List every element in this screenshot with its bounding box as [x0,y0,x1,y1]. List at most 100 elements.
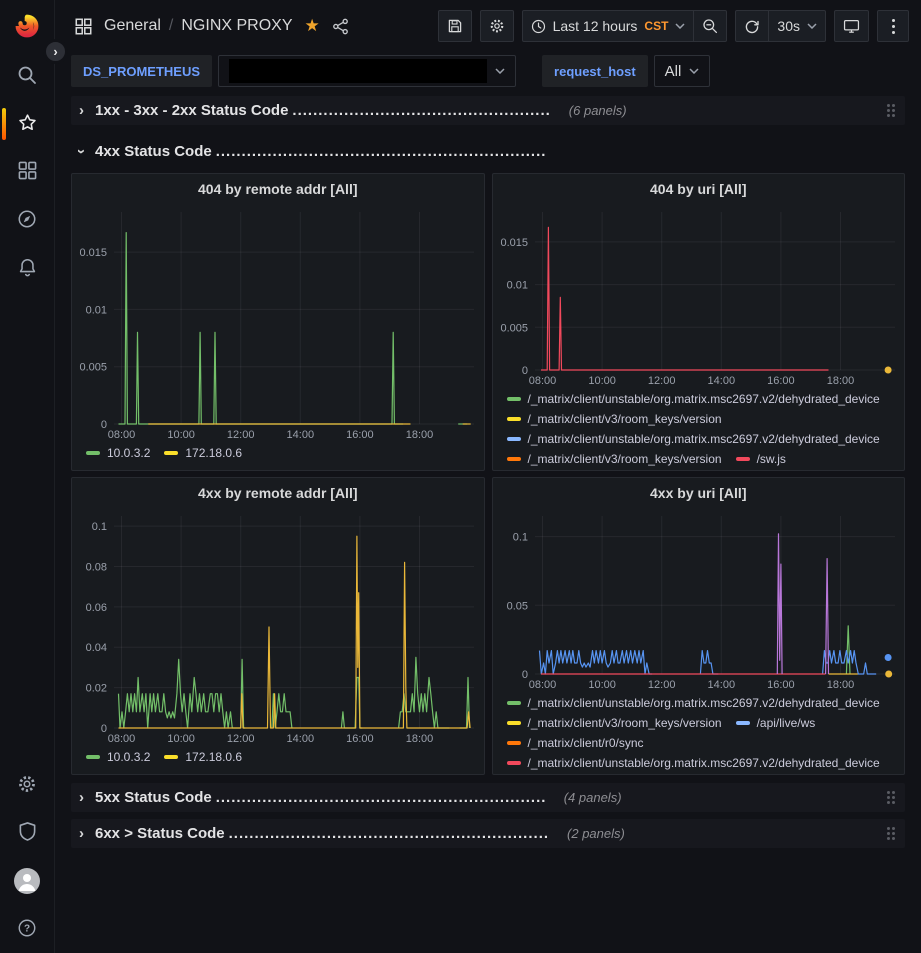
chart-404-by-remote-addr[interactable]: 08:00 10:00 12:00 14:00 16:00 18:00 0 0.005 0.01… [72,204,484,444]
share-icon[interactable] [328,14,353,39]
svg-text:0: 0 [101,419,107,431]
chart-404-by-uri[interactable]: 08:00 10:00 12:00 14:00 16:00 18:00 0 0.005 0.01… [493,204,905,390]
row-drag-handle[interactable] [885,102,897,119]
sidebar-item-search[interactable] [0,52,54,100]
legend-item[interactable]: /_matrix/client/r0/sync [506,736,644,750]
favorite-star-icon[interactable]: ★ [304,16,320,35]
grafana-logo[interactable] [0,0,54,52]
panel-title[interactable]: 4xx by uri [All] [650,485,747,501]
svg-text:08:00: 08:00 [528,679,556,691]
dashboard-settings-button[interactable] [479,10,514,42]
row-panel-count: (4 panels) [563,790,622,805]
sidebar-item-server-admin[interactable] [0,809,54,857]
svg-text:0.005: 0.005 [79,362,107,374]
sidebar-expand-button[interactable]: › [43,39,68,64]
refresh-icon [746,20,760,34]
panel-legend: /_matrix/client/unstable/org.matrix.msc2… [493,390,905,470]
legend-series-label: /_matrix/client/v3/room_keys/version [527,716,722,730]
panel-404-by-uri: 404 by uri [All] 08:00 10:00 12:00 14:00 16:… [491,173,905,471]
svg-text:18:00: 18:00 [826,679,854,691]
zoom-out-time-button[interactable] [694,10,728,42]
legend-item[interactable]: /_matrix/client/unstable/org.matrix.msc2… [506,432,880,446]
legend-item[interactable]: /_matrix/client/v3/room_keys/version [506,716,722,730]
svg-text:0.04: 0.04 [86,642,107,654]
row-6xx[interactable]: › 6xx > Status Code ....................… [71,819,905,848]
row-title-dots: ........................................… [215,789,546,806]
bell-icon [18,257,37,280]
refresh-interval-picker[interactable]: 30s [769,10,826,42]
variable-label-request-host[interactable]: request_host [542,55,648,87]
row-title-dots: ........................................… [292,102,551,119]
sidebar-item-help[interactable]: ? [0,905,54,953]
refresh-button[interactable] [735,10,770,42]
panel-title[interactable]: 404 by remote addr [All] [198,181,358,197]
legend-item[interactable]: 10.0.3.2 [86,750,150,764]
legend-series-label: /_matrix/client/unstable/org.matrix.msc2… [527,432,880,446]
svg-text:0.1: 0.1 [92,521,107,533]
sidebar-item-alerting[interactable] [0,244,54,292]
tv-mode-button[interactable] [834,10,869,42]
svg-text:14:00: 14:00 [287,733,315,745]
legend-series-label: 172.18.0.6 [185,446,243,460]
row-1xx-3xx-2xx[interactable]: › 1xx - 3xx - 2xx Status Code ..........… [71,96,905,125]
sidebar-item-profile[interactable] [0,857,54,905]
legend-series-label: /_matrix/client/v3/room_keys/version [527,412,722,426]
user-avatar [14,868,40,894]
breadcrumb-folder[interactable]: General [104,17,161,34]
legend-item[interactable]: /_matrix/client/v3/room_keys/version [506,412,722,426]
row-drag-handle[interactable] [885,789,897,806]
chevron-down-icon [495,68,505,74]
svg-text:12:00: 12:00 [647,679,675,691]
chart-4xx-by-remote-addr[interactable]: 08:00 10:00 12:00 14:00 16:00 18:00 0 0.02 0.04 0… [72,508,484,748]
save-floppy-icon [448,19,461,33]
legend-item[interactable]: /sw.js [735,452,786,466]
legend-series-color [164,451,179,455]
sidebar-item-dashboards[interactable] [0,148,54,196]
header-toolbar: Last 12 hours CST 30s [437,10,909,42]
panel-title[interactable]: 404 by uri [All] [650,181,747,197]
variable-value-request-host[interactable]: All [653,55,711,87]
legend-item[interactable]: /_matrix/client/unstable/org.matrix.msc2… [506,392,880,406]
row-title-dots: ........................................… [228,825,550,842]
row-4xx[interactable]: › 4xx Status Code ......................… [71,137,905,166]
svg-text:12:00: 12:00 [227,429,255,441]
legend-series-label: /api/live/ws [756,716,816,730]
variable-label-ds-prometheus[interactable]: DS_PROMETHEUS [71,55,213,87]
legend-item[interactable]: /_matrix/client/unstable/org.matrix.msc2… [506,696,880,710]
panel-legend: /_matrix/client/unstable/org.matrix.msc2… [493,694,905,774]
kebab-icon [891,18,895,34]
legend-series-label: /_matrix/client/unstable/org.matrix.msc2… [527,756,880,770]
row-title: 1xx - 3xx - 2xx Status Code [95,102,289,119]
legend-item[interactable]: /_matrix/client/unstable/org.matrix.msc2… [506,756,880,770]
legend-item[interactable]: 172.18.0.6 [164,446,242,460]
svg-text:14:00: 14:00 [287,429,315,441]
legend-item[interactable]: 10.0.3.2 [86,446,150,460]
legend-series-label: 172.18.0.6 [185,750,243,764]
legend-item[interactable]: /_matrix/client/v3/room_keys/version [506,452,722,466]
legend-item[interactable]: /api/live/ws [735,716,816,730]
panel-title[interactable]: 4xx by remote addr [All] [198,485,358,501]
more-options-kebab-button[interactable] [877,10,909,42]
row-drag-handle[interactable] [885,825,897,842]
sidebar-item-starred[interactable] [0,100,54,148]
svg-text:10:00: 10:00 [167,733,195,745]
time-range-picker[interactable]: Last 12 hours CST [521,10,695,42]
monitor-icon [843,19,860,33]
svg-text:08:00: 08:00 [108,429,136,441]
dashboard-title[interactable]: NGINX PROXY [181,17,293,34]
sidebar-item-configuration[interactable] [0,761,54,809]
row-5xx[interactable]: › 5xx Status Code ......................… [71,783,905,812]
variable-value-ds-prometheus[interactable] [218,55,517,87]
sidebar-item-explore[interactable] [0,196,54,244]
legend-series-color [506,761,521,765]
legend-series-color [86,451,100,455]
svg-text:0.06: 0.06 [86,602,107,614]
apps-grid-icon[interactable] [71,14,96,39]
legend-item[interactable]: 172.18.0.6 [164,750,242,764]
save-dashboard-button[interactable] [437,10,472,42]
chevron-right-icon: › [79,102,84,119]
panel-4xx-by-uri: 4xx by uri [All] 08:00 10:00 12:00 14:00 16:… [491,477,905,775]
chart-4xx-by-uri[interactable]: 08:00 10:00 12:00 14:00 16:00 18:00 0 0.05 0.1 [493,508,905,694]
legend-series-color [506,701,521,705]
svg-text:0.01: 0.01 [506,280,527,292]
